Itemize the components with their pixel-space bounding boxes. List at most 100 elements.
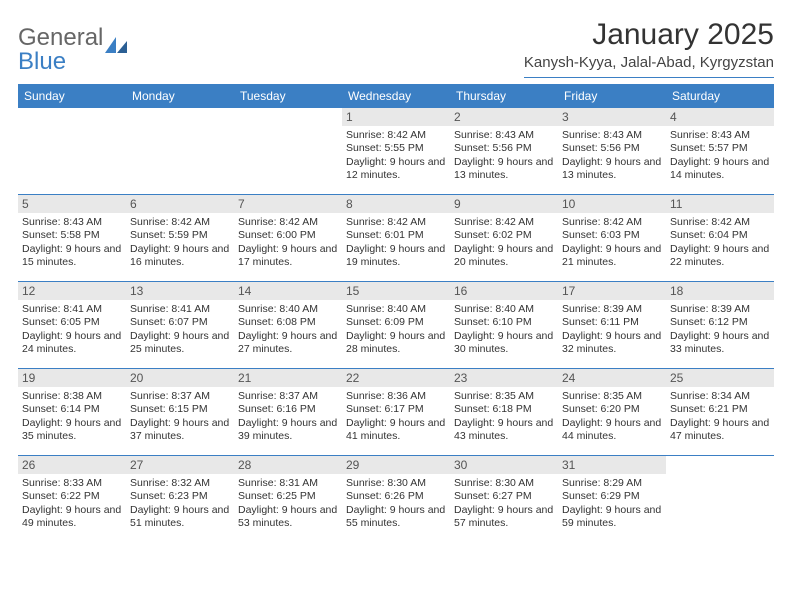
calendar-cell: 30Sunrise: 8:30 AMSunset: 6:27 PMDayligh… (450, 456, 558, 542)
day-info: Sunrise: 8:30 AMSunset: 6:26 PMDaylight:… (346, 477, 446, 531)
day-number: 3 (558, 108, 666, 126)
day-info: Sunrise: 8:37 AMSunset: 6:15 PMDaylight:… (130, 390, 230, 444)
day-number: 15 (342, 282, 450, 300)
day-info: Sunrise: 8:42 AMSunset: 6:01 PMDaylight:… (346, 216, 446, 270)
day-info: Sunrise: 8:32 AMSunset: 6:23 PMDaylight:… (130, 477, 230, 531)
logo: GeneralBlue (18, 18, 127, 76)
day-number: 24 (558, 369, 666, 387)
day-number: 26 (18, 456, 126, 474)
calendar-cell: 29 Sunrise: 8:30 AMSunset: 6:26 PMDayligh… (342, 456, 450, 542)
calendar-cell: 5Sunrise: 8:43 AMSunset: 5:58 PMDaylight… (18, 195, 126, 281)
calendar-cell: 10 Sunrise: 8:42 AMSunset: 6:03 PMDayligh… (558, 195, 666, 281)
calendar-cell: 3 Sunrise: 8:43 AMSunset: 5:56 PMDaylight… (558, 108, 666, 194)
weekday-friday: Friday (558, 84, 666, 108)
calendar-cell: 13 Sunrise: 8:41 AMSunset: 6:07 PMDayligh… (126, 282, 234, 368)
calendar-cell: 7 Sunrise: 8:42 AMSunset: 6:00 PMDaylight… (234, 195, 342, 281)
calendar-cell: 24Sunrise: 8:35 AMSunset: 6:20 PMDayligh… (558, 369, 666, 455)
calendar-header: Sunday Monday Tuesday Wednesday Thursday… (18, 84, 774, 108)
day-info: Sunrise: 8:42 AMSunset: 6:04 PMDaylight:… (670, 216, 770, 270)
calendar-cell: 31 Sunrise: 8:29 AMSunset: 6:29 PMDayligh… (558, 456, 666, 542)
day-number: 5 (18, 195, 126, 213)
calendar-cell: 1 Sunrise: 8:42 AMSunset: 5:55 PMDaylight… (342, 108, 450, 194)
day-number: 2 (450, 108, 558, 126)
day-info: Sunrise: 8:39 AMSunset: 6:12 PMDaylight:… (670, 303, 770, 357)
day-number: 4 (666, 108, 774, 126)
day-info: Sunrise: 8:42 AMSunset: 5:55 PMDaylight:… (346, 129, 446, 183)
calendar-cell: 11 Sunrise: 8:42 AMSunset: 6:04 PMDayligh… (666, 195, 774, 281)
calendar-cell: 23 Sunrise: 8:35 AMSunset: 6:18 PMDayligh… (450, 369, 558, 455)
calendar-cell: 22 Sunrise: 8:36 AMSunset: 6:17 PMDayligh… (342, 369, 450, 455)
weekday-monday: Monday (126, 84, 234, 108)
day-info: Sunrise: 8:40 AMSunset: 6:09 PMDaylight:… (346, 303, 446, 357)
weekday-thursday: Thursday (450, 84, 558, 108)
day-info: Sunrise: 8:43 AMSunset: 5:56 PMDaylight:… (562, 129, 662, 183)
day-info: Sunrise: 8:31 AMSunset: 6:25 PMDaylight:… (238, 477, 338, 531)
day-number: 18 (666, 282, 774, 300)
weekday-wednesday: Wednesday (342, 84, 450, 108)
calendar-cell: 8 Sunrise: 8:42 AMSunset: 6:01 PMDaylight… (342, 195, 450, 281)
calendar-cell: 16Sunrise: 8:40 AMSunset: 6:10 PMDayligh… (450, 282, 558, 368)
day-number: 22 (342, 369, 450, 387)
calendar-cell: 9 Sunrise: 8:42 AMSunset: 6:02 PMDaylight… (450, 195, 558, 281)
weekday-saturday: Saturday (666, 84, 774, 108)
calendar-cell: 15 Sunrise: 8:40 AMSunset: 6:09 PMDayligh… (342, 282, 450, 368)
day-info: Sunrise: 8:36 AMSunset: 6:17 PMDaylight:… (346, 390, 446, 444)
calendar-cell: 4 Sunrise: 8:43 AMSunset: 5:57 PMDaylight… (666, 108, 774, 194)
calendar-cell: 28 Sunrise: 8:31 AMSunset: 6:25 PMDayligh… (234, 456, 342, 542)
day-info: Sunrise: 8:42 AMSunset: 6:02 PMDaylight:… (454, 216, 554, 270)
day-info: Sunrise: 8:40 AMSunset: 6:10 PMDaylight:… (454, 303, 554, 357)
calendar-cell: 27 Sunrise: 8:32 AMSunset: 6:23 PMDayligh… (126, 456, 234, 542)
calendar-body: 1 Sunrise: 8:42 AMSunset: 5:55 PMDaylight… (18, 108, 774, 542)
calendar-cell (234, 108, 342, 194)
calendar-cell: 12 Sunrise: 8:41 AMSunset: 6:05 PMDayligh… (18, 282, 126, 368)
day-info: Sunrise: 8:39 AMSunset: 6:11 PMDaylight:… (562, 303, 662, 357)
day-info: Sunrise: 8:34 AMSunset: 6:21 PMDaylight:… (670, 390, 770, 444)
location: Kanysh-Kyya, Jalal-Abad, Kyrgyzstan (524, 54, 774, 71)
weekday-sunday: Sunday (18, 84, 126, 108)
day-number: 27 (126, 456, 234, 474)
day-info: Sunrise: 8:29 AMSunset: 6:29 PMDaylight:… (562, 477, 662, 531)
day-number: 28 (234, 456, 342, 474)
calendar-cell: 17 Sunrise: 8:39 AMSunset: 6:11 PMDayligh… (558, 282, 666, 368)
page-title: January 2025 (524, 18, 774, 52)
calendar-cell: 19Sunrise: 8:38 AMSunset: 6:14 PMDayligh… (18, 369, 126, 455)
day-number: 8 (342, 195, 450, 213)
header: GeneralBlue January 2025 Kanysh-Kyya, Ja… (18, 18, 774, 78)
day-number: 25 (666, 369, 774, 387)
day-info: Sunrise: 8:42 AMSunset: 6:03 PMDaylight:… (562, 216, 662, 270)
title-block: January 2025 Kanysh-Kyya, Jalal-Abad, Ky… (524, 18, 774, 78)
day-info: Sunrise: 8:40 AMSunset: 6:08 PMDaylight:… (238, 303, 338, 357)
day-number: 31 (558, 456, 666, 474)
day-info: Sunrise: 8:42 AMSunset: 5:59 PMDaylight:… (130, 216, 230, 270)
day-info: Sunrise: 8:42 AMSunset: 6:00 PMDaylight:… (238, 216, 338, 270)
day-info: Sunrise: 8:41 AMSunset: 6:07 PMDaylight:… (130, 303, 230, 357)
day-number: 29 (342, 456, 450, 474)
day-number: 23 (450, 369, 558, 387)
day-number: 6 (126, 195, 234, 213)
day-number: 17 (558, 282, 666, 300)
day-info: Sunrise: 8:43 AMSunset: 5:57 PMDaylight:… (670, 129, 770, 183)
calendar-cell: 21 Sunrise: 8:37 AMSunset: 6:16 PMDayligh… (234, 369, 342, 455)
calendar-cell (18, 108, 126, 194)
day-number: 9 (450, 195, 558, 213)
calendar-cell: 14 Sunrise: 8:40 AMSunset: 6:08 PMDayligh… (234, 282, 342, 368)
day-info: Sunrise: 8:38 AMSunset: 6:14 PMDaylight:… (22, 390, 122, 444)
calendar-cell (666, 456, 774, 542)
day-number: 10 (558, 195, 666, 213)
day-number: 12 (18, 282, 126, 300)
day-info: Sunrise: 8:37 AMSunset: 6:16 PMDaylight:… (238, 390, 338, 444)
calendar-cell: 20Sunrise: 8:37 AMSunset: 6:15 PMDayligh… (126, 369, 234, 455)
day-number: 14 (234, 282, 342, 300)
day-number: 11 (666, 195, 774, 213)
weekday-tuesday: Tuesday (234, 84, 342, 108)
day-number: 1 (342, 108, 450, 126)
logo-sail-icon (105, 32, 127, 48)
day-info: Sunrise: 8:35 AMSunset: 6:18 PMDaylight:… (454, 390, 554, 444)
calendar-cell: 26Sunrise: 8:33 AMSunset: 6:22 PMDayligh… (18, 456, 126, 542)
day-info: Sunrise: 8:30 AMSunset: 6:27 PMDaylight:… (454, 477, 554, 531)
calendar-cell: 25 Sunrise: 8:34 AMSunset: 6:21 PMDayligh… (666, 369, 774, 455)
day-number: 7 (234, 195, 342, 213)
day-number: 13 (126, 282, 234, 300)
day-number: 21 (234, 369, 342, 387)
day-info: Sunrise: 8:41 AMSunset: 6:05 PMDaylight:… (22, 303, 122, 357)
